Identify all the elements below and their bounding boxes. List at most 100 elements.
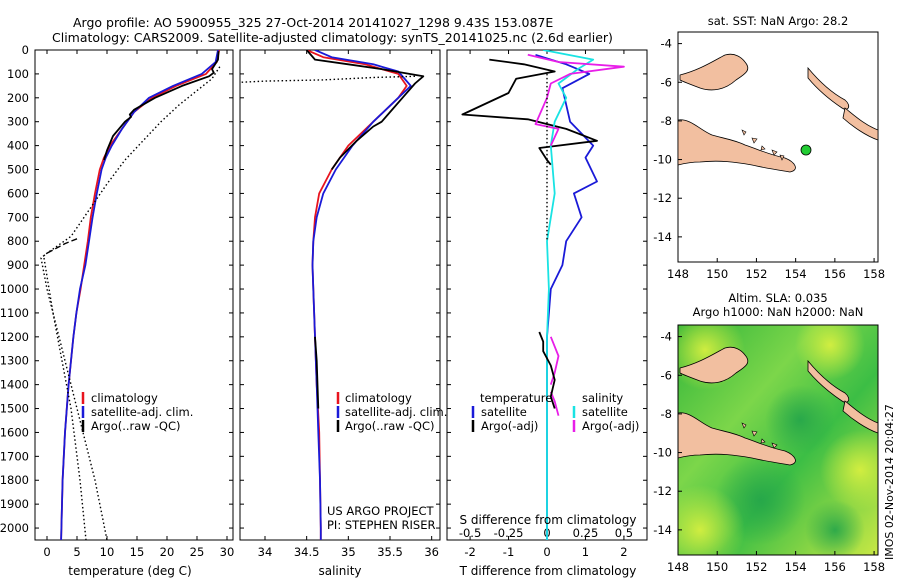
difference-xlabel-top: S difference from climatology <box>460 513 637 527</box>
header-line-1: Argo profile: AO 5900955_325 27-Oct-2014… <box>73 15 553 30</box>
map-y-tick-label: -6 <box>661 75 672 89</box>
map-x-tick-label: 148 <box>667 267 689 281</box>
map-x-tick-label: 148 <box>667 560 689 574</box>
x-top-tick-label: -0.5 <box>459 526 481 540</box>
map-x-tick-label: 158 <box>863 267 885 281</box>
y-tick-label: 1400 <box>0 378 29 392</box>
series-line-t-argo-adj- <box>461 58 598 166</box>
difference-legend: temperature salinity satellite Argo(-adj… <box>471 391 639 433</box>
sst-map-title: sat. SST: NaN Argo: 28.2 <box>708 14 849 28</box>
x-tick-label: 35 <box>341 545 356 559</box>
land-new-britain <box>679 53 749 91</box>
sla-blob <box>678 485 745 555</box>
temperature-legend: climatology satellite-adj. clim. Argo(..… <box>81 391 193 433</box>
y-tick-label: 100 <box>7 67 29 81</box>
x-tick-label: 35.5 <box>377 545 403 559</box>
legend-argo-label: Argo(..raw -QC) <box>345 419 435 433</box>
series-line-s-argo-adj- <box>527 53 625 146</box>
sla-blob <box>795 325 865 380</box>
sla-blob <box>820 430 878 510</box>
map-x-tick-label: 156 <box>824 267 846 281</box>
legend-argo-label: Argo(..raw -QC) <box>91 419 181 433</box>
land-new-britain <box>679 346 749 384</box>
land-solomons <box>842 107 878 141</box>
x-tick-label: 34 <box>258 545 273 559</box>
series-line-s-argo-deep <box>549 336 560 385</box>
legend-salinity-heading: salinity <box>582 391 623 405</box>
footer-timestamp: IMOS 02-Nov-2014 20:04:27 <box>883 404 896 560</box>
salinity-legend: climatology satellite-adj. clim. Argo(..… <box>336 391 447 433</box>
map-x-tick-label: 150 <box>706 267 728 281</box>
x-tick-label: 1 <box>582 545 589 559</box>
temperature-panel: 0100200300400500600700800900100011001200… <box>0 43 234 578</box>
header-line-2: Climatology: CARS2009. Satellite-adjuste… <box>52 30 613 45</box>
map-y-tick-label: -14 <box>653 523 672 537</box>
series-line-argo-raw-2 <box>43 257 87 540</box>
land-islands <box>741 422 778 449</box>
map-x-tick-label: 152 <box>745 267 767 281</box>
x-tick-label: -2 <box>464 545 475 559</box>
map-y-tick-label: -4 <box>661 37 672 51</box>
map-y-tick-label: -4 <box>661 330 672 344</box>
series-line-argo-raw <box>40 66 221 540</box>
x-tick-label: -1 <box>503 545 514 559</box>
temperature-xlabel: temperature (deg C) <box>68 564 191 578</box>
x-tick-label: 15 <box>130 545 145 559</box>
argo-float-marker <box>800 144 812 156</box>
x-tick-label: 20 <box>160 545 175 559</box>
series-line-argo-deep <box>43 238 78 257</box>
x-tick-label: 30 <box>220 545 235 559</box>
x-tick-label: 34.5 <box>294 545 320 559</box>
x-tick-label: 25 <box>190 545 205 559</box>
salinity-xlabel: salinity <box>318 564 361 578</box>
sla-blob <box>805 500 865 555</box>
series-line-argo-deep <box>314 336 320 409</box>
y-tick-label: 500 <box>7 163 29 177</box>
legend-sat-label: satellite-adj. clim. <box>91 405 193 419</box>
map-x-tick-label: 150 <box>706 560 728 574</box>
sla-map-frame <box>677 324 879 556</box>
map-y-tick-label: -14 <box>653 230 672 244</box>
x-top-tick-label: -0.25 <box>494 526 524 540</box>
map-y-tick-label: -10 <box>653 153 672 167</box>
legend-s-sat-label: satellite <box>582 405 628 419</box>
sla-map-title-2: Argo h1000: NaN h2000: NaN <box>693 305 864 319</box>
y-tick-label: 1000 <box>0 282 29 296</box>
series-line-t-argo-deep <box>538 331 556 409</box>
map-y-tick-label: -12 <box>653 484 672 498</box>
sla-field <box>678 325 878 555</box>
land-papua <box>678 412 796 466</box>
map-x-tick-label: 156 <box>824 560 846 574</box>
y-tick-label: 1900 <box>0 497 29 511</box>
legend-sat-label: satellite-adj. clim. <box>345 405 447 419</box>
series-line-satellite-adj-clim- <box>311 50 412 540</box>
project-annotation: US ARGO PROJECT <box>327 504 435 518</box>
land-bougainville <box>807 66 850 110</box>
y-tick-label: 1200 <box>0 330 29 344</box>
x-tick-label: 0 <box>543 545 550 559</box>
y-tick-label: 300 <box>7 115 29 129</box>
difference-panel: -2 -1 0 1 2-0.5 -0.25 0 0.25 0.5 T difference fr… <box>446 49 648 578</box>
x-top-tick-label: 0.5 <box>615 526 633 540</box>
series-line-argo-raw-qc- <box>306 50 425 171</box>
y-tick-label: 400 <box>7 139 29 153</box>
map-x-tick-label: 158 <box>863 560 885 574</box>
map-x-tick-label: 152 <box>745 560 767 574</box>
map-y-tick-label: -12 <box>653 191 672 205</box>
y-tick-label: 0 <box>22 43 29 57</box>
temperature-axes-box <box>34 49 234 541</box>
map-y-tick-label: -8 <box>661 407 672 421</box>
map-x-tick-label: 154 <box>785 267 807 281</box>
x-tick-label: 10 <box>100 545 115 559</box>
x-tick-label: 5 <box>73 545 80 559</box>
series-line-s-argo-deep-2 <box>549 391 560 416</box>
sst-map: sat. SST: NaN Argo: 28.2 148 150 152 154 156… <box>653 14 885 281</box>
map-y-tick-label: -6 <box>661 368 672 382</box>
land-islands <box>741 129 785 161</box>
y-tick-label: 2000 <box>0 521 29 535</box>
legend-s-argo-label: Argo(-adj) <box>582 419 639 433</box>
land-papua <box>678 119 796 173</box>
land-bougainville <box>807 359 850 403</box>
